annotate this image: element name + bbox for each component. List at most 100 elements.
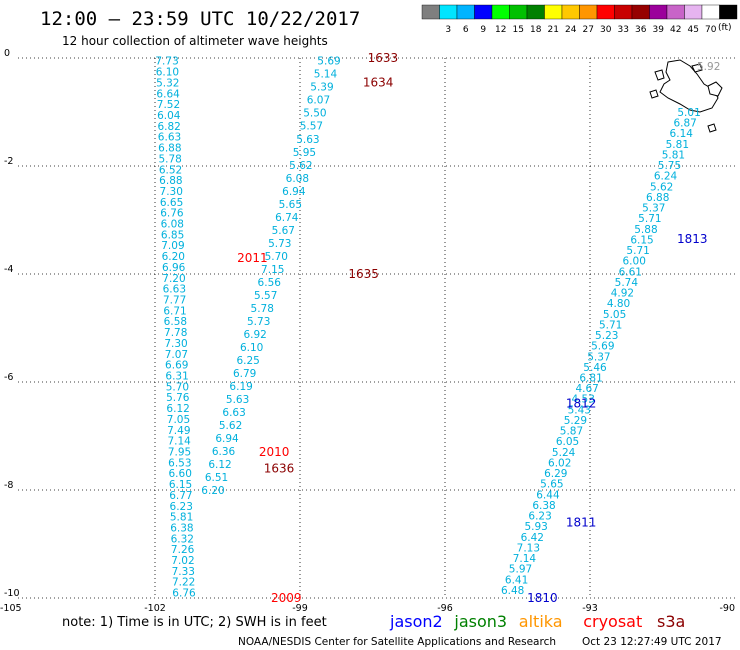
wave-height-value: 4.80 bbox=[607, 298, 630, 310]
wave-height-value: 5.69 bbox=[317, 56, 340, 68]
pass-label: 2011 bbox=[237, 251, 268, 265]
wave-height-value: 7.09 bbox=[161, 240, 184, 252]
wave-height-value: 5.43 bbox=[568, 404, 591, 416]
wave-height-value: 6.38 bbox=[170, 522, 193, 534]
color-scale-label: 42 bbox=[670, 25, 681, 35]
wave-height-value: 6.10 bbox=[156, 67, 179, 79]
wave-height-value: 7.14 bbox=[513, 553, 537, 565]
wave-height-value: 6.36 bbox=[212, 446, 236, 458]
wave-height-value: 7.77 bbox=[163, 295, 186, 307]
y-tick-label: -10 bbox=[4, 588, 20, 599]
wave-height-value: 5.01 bbox=[677, 107, 700, 119]
wave-height-value: 6.00 bbox=[623, 256, 646, 268]
wave-height-value: 6.41 bbox=[505, 574, 528, 586]
wave-height-value: 5.73 bbox=[247, 316, 270, 328]
wave-height-value: 6.94 bbox=[215, 433, 239, 445]
wave-height-value: 6.48 bbox=[501, 585, 524, 597]
wave-height-value: 6.92 bbox=[243, 329, 266, 341]
y-tick-label: -2 bbox=[4, 156, 13, 167]
wave-height-value: 6.85 bbox=[161, 229, 184, 241]
pass-label: 1812 bbox=[566, 397, 597, 411]
wave-height-value: 5.32 bbox=[156, 77, 179, 89]
wave-height-value: 6.24 bbox=[654, 171, 678, 183]
wave-height-value: 5.37 bbox=[642, 203, 665, 215]
color-swatch bbox=[509, 4, 528, 20]
wave-height-value: 6.15 bbox=[630, 234, 653, 246]
color-swatch bbox=[631, 4, 650, 20]
wave-height-value: 5.57 bbox=[300, 121, 323, 133]
wave-height-value: 6.04 bbox=[157, 110, 181, 122]
wave-height-value: 4.92 bbox=[611, 288, 634, 300]
wave-height-value: 6.74 bbox=[275, 212, 299, 224]
wave-height-value: 5.74 bbox=[615, 277, 639, 289]
wave-height-value: 7.07 bbox=[165, 349, 188, 361]
color-scale-label: 15 bbox=[513, 25, 524, 35]
wave-height-value: 7.15 bbox=[261, 264, 284, 276]
pass-label: 1634 bbox=[363, 75, 394, 89]
wave-height-value: 6.29 bbox=[544, 468, 567, 480]
wave-height-value: 5.69 bbox=[591, 341, 614, 353]
wave-height-value: 7.30 bbox=[160, 186, 183, 198]
footnote: note: 1) Time is in UTC; 2) SWH is in fe… bbox=[62, 615, 327, 630]
color-scale-label: 36 bbox=[635, 25, 647, 35]
color-scale-label: 70 bbox=[705, 25, 717, 35]
color-scale-unit: (ft) bbox=[718, 23, 732, 33]
wave-height-value: 6.12 bbox=[208, 459, 231, 471]
wave-height-value: 6.02 bbox=[548, 457, 571, 469]
pass-label: 1636 bbox=[264, 461, 295, 475]
wave-height-value: 5.46 bbox=[583, 362, 607, 374]
x-tick-label: -93 bbox=[582, 603, 598, 614]
color-swatch bbox=[526, 4, 545, 20]
wave-height-value: 6.23 bbox=[170, 501, 193, 513]
wave-height-value: 6.32 bbox=[171, 533, 194, 545]
wave-height-value: 6.88 bbox=[159, 175, 182, 187]
wave-height-value: 5.81 bbox=[666, 139, 689, 151]
x-tick-label: -105 bbox=[0, 603, 22, 614]
wave-height-value: 6.63 bbox=[158, 132, 181, 144]
pass-label: 1635 bbox=[348, 267, 379, 281]
wave-height-value: 5.29 bbox=[564, 415, 587, 427]
pass-label: 1810 bbox=[527, 591, 558, 605]
map-title: 12:00 – 23:59 UTC 10/22/2017 bbox=[40, 8, 360, 30]
wave-height-value: 5.37 bbox=[587, 351, 610, 363]
wave-height-value: 7.20 bbox=[162, 273, 185, 285]
wave-height-value: 7.14 bbox=[167, 436, 191, 448]
pass-label: 1811 bbox=[566, 515, 597, 529]
wave-height-value: 6.08 bbox=[161, 219, 184, 231]
pass-label: 1813 bbox=[677, 232, 708, 246]
wave-height-value: 5.62 bbox=[219, 420, 242, 432]
wave-height-value: 4.67 bbox=[575, 383, 598, 395]
wave-height-value: 6.14 bbox=[670, 128, 694, 140]
x-tick-label: -99 bbox=[292, 603, 308, 614]
color-swatch bbox=[474, 4, 493, 20]
legend-entry-jason2: jason2 bbox=[389, 612, 443, 631]
wave-height-value: 4.53 bbox=[572, 394, 595, 406]
wave-height-value: 5.62 bbox=[650, 181, 673, 193]
footer-timestamp: Oct 23 12:27:49 UTC 2017 bbox=[582, 636, 722, 648]
color-scale-label: 24 bbox=[565, 25, 577, 35]
y-tick-label: -8 bbox=[4, 480, 13, 491]
wave-height-value: 6.15 bbox=[169, 479, 192, 491]
legend-entry-jason3: jason3 bbox=[453, 612, 507, 631]
color-swatch bbox=[666, 4, 685, 20]
wave-height-value: 7.95 bbox=[168, 446, 191, 458]
wave-height-value: 6.12 bbox=[166, 403, 189, 415]
wave-height-value: 6.23 bbox=[528, 511, 551, 523]
wave-height-value: 6.76 bbox=[160, 208, 184, 220]
wave-height-value: 6.05 bbox=[556, 436, 579, 448]
wave-height-value: 7.78 bbox=[164, 327, 187, 339]
wave-height-value: 5.63 bbox=[296, 134, 319, 146]
color-scale-label: 18 bbox=[530, 25, 542, 35]
legend-entry-cryosat: cryosat bbox=[583, 612, 642, 631]
color-swatch bbox=[491, 4, 510, 20]
wave-height-value: 5.24 bbox=[552, 447, 576, 459]
satellite-legend: jason2 jason3 altika cryosat s3a bbox=[389, 612, 685, 631]
wave-height-value: 6.64 bbox=[156, 88, 180, 100]
color-scale-label: 6 bbox=[463, 25, 469, 35]
legend-entry-altika: altika bbox=[519, 612, 563, 631]
wave-height-value: 5.88 bbox=[634, 224, 657, 236]
wave-height-value: 5.39 bbox=[310, 82, 333, 94]
color-scale-label: 39 bbox=[653, 25, 665, 35]
x-tick-label: -102 bbox=[144, 603, 166, 614]
